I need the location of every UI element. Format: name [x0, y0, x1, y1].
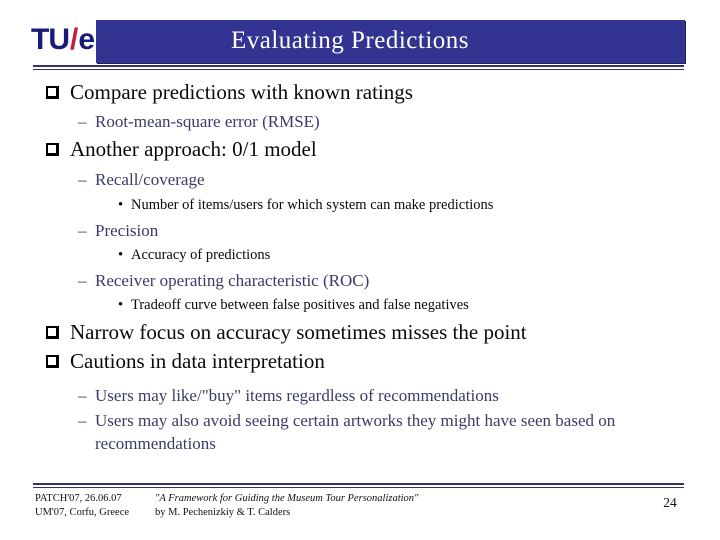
- slide-page-number: 24: [663, 495, 677, 510]
- footer-rule-bottom: [33, 486, 684, 488]
- tue-logo: TU/e: [31, 23, 95, 56]
- bullet-item-level2: Receiver operating characteristic (ROC): [0, 269, 720, 292]
- footer-rule-top: [33, 483, 684, 485]
- bullet-item-level2: Users may also avoid seeing certain artw…: [0, 409, 647, 455]
- header-rule-bottom: [33, 68, 684, 70]
- footer-event-info: PATCH'07, 26.06.07 UM'07, Corfu, Greece: [35, 492, 129, 520]
- footer-event-line2: UM'07, Corfu, Greece: [35, 507, 130, 518]
- footer-citation: "A Framework for Guiding the Museum Tour…: [155, 492, 418, 520]
- bullet-item-level2: Root-mean-square error (RMSE): [0, 110, 720, 133]
- title-bar: [96, 20, 685, 63]
- footer-citation-authors: by M. Pechenizkiy & T. Calders: [155, 507, 291, 518]
- logo-e-text: e: [78, 23, 95, 56]
- bullet-item-level3: Number of items/users for which system c…: [0, 196, 720, 215]
- bullet-item-level2: Users may like/"buy" items regardless of…: [0, 384, 720, 407]
- bullet-item-level2: Recall/coverage: [0, 168, 720, 191]
- bullet-item-level2: Precision: [0, 219, 720, 242]
- logo-slash: /: [70, 23, 78, 56]
- bullet-item-level1: Compare predictions with known ratings: [0, 79, 720, 106]
- footer-citation-title: "A Framework for Guiding the Museum Tour…: [155, 493, 419, 504]
- logo-tu-text: TU: [31, 23, 70, 56]
- slide-title: Evaluating Predictions: [230, 27, 470, 54]
- bullet-item-level1: Another approach: 0/1 model: [0, 136, 720, 163]
- bullet-item-level1: Cautions in data interpretation: [0, 348, 720, 375]
- footer-event-line1: PATCH'07, 26.06.07: [35, 493, 122, 504]
- bullet-item-level3: Accuracy of predictions: [0, 246, 720, 265]
- header-rule-top: [33, 65, 684, 67]
- bullet-item-level1: Narrow focus on accuracy sometimes misse…: [0, 319, 720, 346]
- bullet-item-level3: Tradeoff curve between false positives a…: [0, 296, 720, 315]
